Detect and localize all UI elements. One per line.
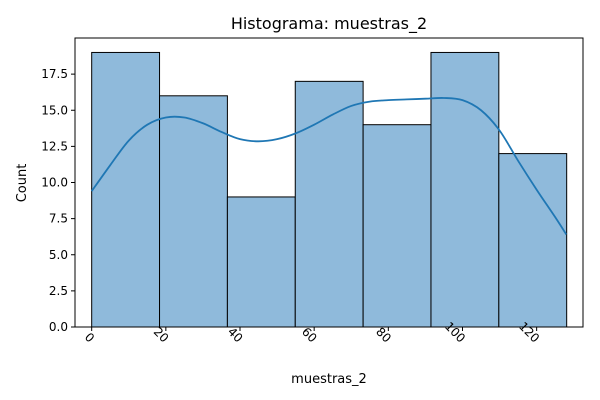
y-tick-label: 12.5 <box>41 139 68 153</box>
kde-group <box>90 97 568 236</box>
chart-title: Histograma: muestras_2 <box>231 14 427 34</box>
histogram-bar-0 <box>91 51 161 328</box>
x-tick-label: 40 <box>225 325 246 346</box>
bars-group <box>91 51 568 328</box>
histogram-bar-3 <box>294 80 364 328</box>
y-tick-label: 2.5 <box>49 284 68 298</box>
kde-line <box>90 97 568 236</box>
y-tick-label: 15.0 <box>41 103 68 117</box>
y-tick-label: 5.0 <box>49 248 68 262</box>
y-tick-label: 7.5 <box>49 212 68 226</box>
y-ticks: 0.0 2.5 5.0 7.5 10.0 12.5 15.0 17.5 <box>41 67 75 334</box>
y-tick-label: 0.0 <box>49 320 68 334</box>
y-tick-label: 10.0 <box>41 176 68 190</box>
histogram-bar-4 <box>362 124 432 328</box>
x-tick-label: 60 <box>299 325 320 346</box>
y-tick-label: 17.5 <box>41 67 68 81</box>
x-tick-label: 20 <box>151 325 172 346</box>
x-axis-label: muestras_2 <box>291 372 367 387</box>
y-axis-label: Count <box>15 164 30 203</box>
histogram-bar-5 <box>430 51 500 328</box>
histogram-bar-6 <box>498 153 568 328</box>
x-tick-label: 0 <box>82 330 97 345</box>
histogram-bar-2 <box>226 196 296 328</box>
x-tick-label: 80 <box>373 325 394 346</box>
histogram-bar-1 <box>159 95 228 328</box>
